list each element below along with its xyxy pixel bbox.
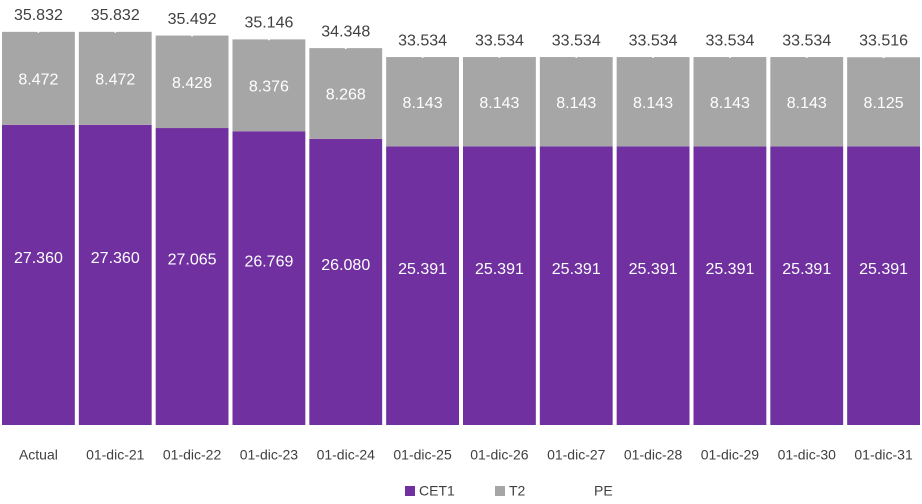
value-label: 8.143 (787, 95, 827, 112)
total-marker (37, 30, 40, 33)
total-marker (114, 30, 117, 33)
value-label: 8.125 (864, 95, 904, 112)
bar-segment (770, 146, 844, 426)
total-marker (882, 56, 885, 59)
total-marker (344, 47, 347, 50)
x-tick-label: 01-dic-27 (547, 447, 606, 463)
value-label: 8.143 (403, 95, 443, 112)
bar-segment (232, 39, 306, 132)
value-label: 8.472 (95, 72, 135, 89)
bar-segment (463, 146, 536, 426)
total-marker (805, 56, 808, 59)
bar-segment (693, 146, 767, 426)
value-label: 26.080 (321, 257, 370, 274)
total-label: 35.492 (168, 11, 217, 28)
bar-segment (847, 57, 920, 147)
value-label: 8.143 (556, 95, 596, 112)
total-label: 33.534 (475, 32, 524, 49)
legend-label: T2 (509, 483, 526, 499)
bar-segment (155, 128, 229, 425)
total-marker (191, 34, 194, 37)
bar-segment (2, 31, 75, 125)
value-label: 27.065 (168, 252, 217, 269)
value-label: 8.143 (710, 95, 750, 112)
total-label: 35.832 (14, 7, 63, 24)
x-tick-label: 01-dic-21 (86, 447, 145, 463)
x-tick-label: 01-dic-29 (701, 447, 760, 463)
x-tick-label: 01-dic-22 (163, 447, 222, 463)
bar-segment (78, 124, 152, 426)
total-label: 33.534 (398, 32, 447, 49)
bar-segment (232, 131, 306, 425)
legend-label: CET1 (419, 483, 455, 499)
bar-segment (78, 31, 152, 125)
value-label: 25.391 (859, 261, 908, 278)
x-tick-label: 01-dic-31 (854, 447, 913, 463)
value-label: 27.360 (91, 250, 140, 267)
value-label: 8.376 (249, 79, 289, 96)
legend-swatch (405, 486, 415, 496)
x-tick-label: 01-dic-28 (624, 447, 683, 463)
total-marker (728, 56, 731, 59)
value-label: 25.391 (782, 261, 831, 278)
total-marker (575, 56, 578, 59)
total-label: 35.832 (91, 7, 140, 24)
bar-segment (616, 146, 690, 426)
total-label: 35.146 (244, 15, 293, 32)
value-label: 8.143 (479, 95, 519, 112)
value-label: 25.391 (398, 261, 447, 278)
bar-segment (386, 146, 459, 426)
value-label: 25.391 (705, 261, 754, 278)
x-tick-label: 01-dic-30 (778, 447, 837, 463)
value-label: 8.143 (633, 95, 673, 112)
bar-segment (386, 57, 459, 147)
bar-segment (2, 124, 75, 426)
total-marker (652, 56, 655, 59)
value-label: 25.391 (475, 261, 524, 278)
x-tick-label: 01-dic-23 (240, 447, 299, 463)
bar-segment (309, 138, 383, 425)
total-marker (421, 56, 424, 59)
legend-swatch (580, 486, 590, 496)
bar-segment (309, 48, 383, 139)
total-label: 33.534 (629, 32, 678, 49)
bar-segment (155, 35, 229, 129)
value-label: 8.472 (18, 72, 58, 89)
total-label: 34.348 (321, 23, 370, 40)
total-label: 33.534 (552, 32, 601, 49)
total-label: 33.534 (782, 32, 831, 49)
legend-label: PE (594, 483, 613, 499)
bar-segment (539, 57, 613, 147)
value-label: 26.769 (244, 253, 293, 270)
bar-segment (463, 57, 536, 147)
bar-segment (693, 57, 767, 147)
x-tick-label: 01-dic-24 (317, 447, 376, 463)
x-tick-label: 01-dic-26 (470, 447, 529, 463)
value-label: 8.428 (172, 75, 212, 92)
x-tick-label: 01-dic-25 (393, 447, 452, 463)
total-label: 33.516 (859, 32, 908, 49)
value-label: 25.391 (552, 261, 601, 278)
total-marker (267, 38, 270, 41)
value-label: 25.391 (629, 261, 678, 278)
bar-segment (770, 57, 844, 147)
bar-segment (539, 146, 613, 426)
bar-segment (616, 57, 690, 147)
value-label: 27.360 (14, 250, 63, 267)
x-tick-label: Actual (19, 447, 58, 463)
legend-swatch (495, 486, 505, 496)
total-label: 33.534 (705, 32, 754, 49)
bar-segment (847, 146, 920, 426)
total-marker (498, 56, 501, 59)
value-label: 8.268 (326, 87, 366, 104)
